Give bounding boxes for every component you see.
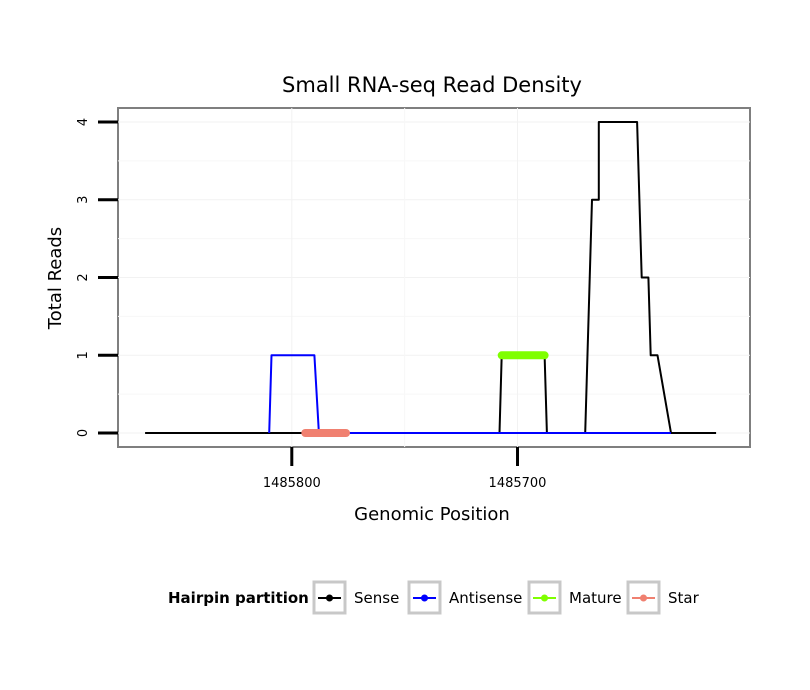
legend-items: Sense Antisense Mature Star [312, 580, 700, 615]
y-tick-label: 2 [76, 273, 91, 281]
legend-label-mature: Mature [569, 589, 622, 607]
x-tick-label: 1485800 [263, 476, 321, 491]
y-tick-label: 4 [76, 118, 91, 126]
x-tick-label: 1485700 [489, 476, 547, 491]
legend-title: Hairpin partition [168, 589, 309, 607]
series-layer [145, 121, 717, 437]
legend: Hairpin partition Sense Antisense Mature St… [168, 580, 700, 615]
x-axis: 1485800 1485700 [263, 447, 547, 491]
legend-key-point [326, 594, 333, 602]
y-axis: 0 1 2 3 4 [76, 118, 118, 437]
y-tick-label: 1 [76, 351, 91, 359]
legend-key-point [640, 594, 647, 602]
legend-label-sense: Sense [354, 589, 399, 607]
series-line-antisense [268, 354, 671, 434]
y-tick-label: 3 [76, 196, 91, 204]
chart-title: Small RNA-seq Read Density [282, 73, 582, 97]
legend-key-point [421, 594, 428, 602]
x-axis-label: Genomic Position [354, 504, 510, 525]
legend-label-antisense: Antisense [449, 589, 522, 607]
y-tick-label: 0 [76, 429, 91, 437]
legend-key-point [541, 594, 548, 602]
y-axis-label: Total Reads [45, 227, 66, 330]
chart: Small RNA-seq Read Density 0 1 2 3 4 1485800… [45, 73, 751, 525]
legend-label-star: Star [668, 589, 700, 607]
